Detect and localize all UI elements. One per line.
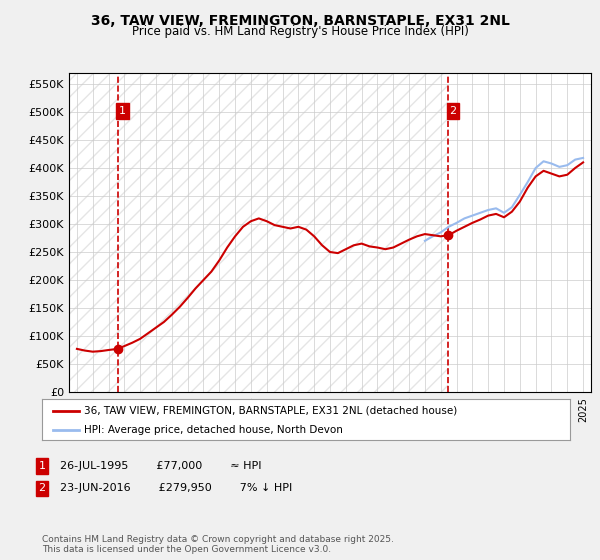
- Text: HPI: Average price, detached house, North Devon: HPI: Average price, detached house, Nort…: [84, 424, 343, 435]
- Text: 2: 2: [449, 106, 457, 116]
- Text: 1: 1: [38, 461, 46, 471]
- Text: 26-JUL-1995        £77,000        ≈ HPI: 26-JUL-1995 £77,000 ≈ HPI: [60, 461, 262, 471]
- Text: Price paid vs. HM Land Registry's House Price Index (HPI): Price paid vs. HM Land Registry's House …: [131, 25, 469, 38]
- Text: 23-JUN-2016        £279,950        7% ↓ HPI: 23-JUN-2016 £279,950 7% ↓ HPI: [60, 483, 292, 493]
- Text: 1: 1: [119, 106, 126, 116]
- Text: Contains HM Land Registry data © Crown copyright and database right 2025.
This d: Contains HM Land Registry data © Crown c…: [42, 535, 394, 554]
- Text: 2: 2: [38, 483, 46, 493]
- Text: 36, TAW VIEW, FREMINGTON, BARNSTAPLE, EX31 2NL (detached house): 36, TAW VIEW, FREMINGTON, BARNSTAPLE, EX…: [84, 405, 457, 416]
- Text: 36, TAW VIEW, FREMINGTON, BARNSTAPLE, EX31 2NL: 36, TAW VIEW, FREMINGTON, BARNSTAPLE, EX…: [91, 14, 509, 28]
